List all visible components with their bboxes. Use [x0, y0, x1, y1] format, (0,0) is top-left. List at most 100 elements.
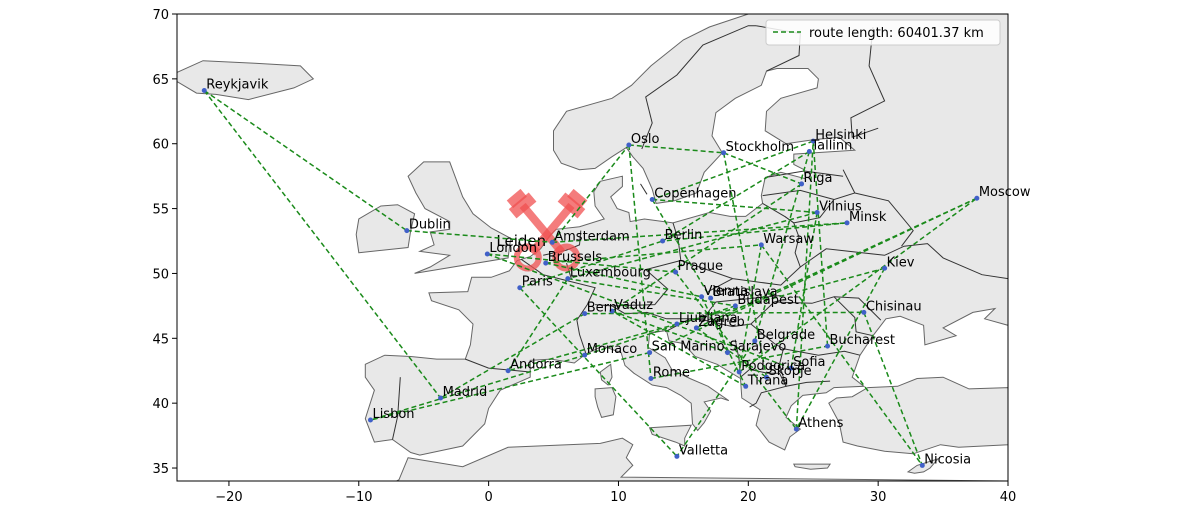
city-point [565, 276, 571, 282]
city-point [626, 142, 632, 148]
city-point [517, 285, 523, 291]
city-point [814, 209, 820, 215]
city-label: Sofia [793, 355, 825, 370]
legend-label: route length: 60401.37 km [809, 26, 984, 41]
city-label: Moscow [979, 185, 1031, 200]
country-border [595, 295, 781, 320]
logo-text: Leiden [496, 232, 546, 250]
city-label: Tirana [747, 373, 789, 388]
country-border [774, 296, 874, 337]
city-label: Kiev [887, 255, 915, 270]
city-label: Vilnius [819, 199, 862, 214]
city-label: Vaduz [614, 298, 653, 313]
land-ireland [355, 204, 416, 254]
city-point [806, 149, 812, 155]
y-tick-label: 55 [152, 203, 169, 218]
country-border [854, 192, 914, 247]
land-iceland [177, 60, 315, 101]
x-tick-label: −20 [215, 490, 242, 505]
land-crete [792, 463, 832, 470]
country-border [762, 189, 835, 200]
city-label: Bern [587, 301, 617, 316]
legend-box [765, 19, 1001, 46]
city-point [844, 220, 850, 226]
y-tick-label: 70 [152, 8, 169, 23]
x-tick-label: 20 [740, 490, 757, 505]
x-tick-label: 30 [870, 490, 887, 505]
y-tick-label: 65 [152, 73, 169, 88]
city-label: Riga [804, 171, 833, 186]
city-label: Sarajevo [730, 340, 787, 355]
country-border [800, 243, 1008, 280]
route-segment [611, 310, 747, 387]
city-point [752, 338, 758, 344]
route-segment [507, 323, 678, 372]
route-segment [723, 152, 802, 185]
y-tick-label: 35 [152, 462, 169, 477]
city-markers [201, 88, 980, 468]
route-segment [628, 144, 652, 379]
y-tick-label: 50 [152, 267, 169, 282]
country-border [707, 278, 733, 293]
city-label: Belgrade [757, 328, 815, 343]
city-label: London [489, 241, 537, 256]
route-segment [790, 212, 818, 369]
city-point [974, 195, 980, 201]
city-point [674, 321, 680, 327]
city-label: Skopje [768, 364, 811, 379]
country-border [793, 169, 856, 224]
route-segment [567, 277, 736, 307]
route-segment [863, 312, 924, 466]
x-tick-label: 10 [610, 490, 627, 505]
route-segment [676, 340, 756, 457]
country-border [680, 215, 801, 286]
route-segment [611, 310, 728, 354]
country-border [465, 358, 531, 373]
city-label: Madrid [443, 385, 488, 400]
city-label: Podgorica [741, 359, 805, 374]
city-label: Brussels [548, 250, 603, 265]
city-label: Tallinn [810, 139, 852, 154]
city-point [919, 462, 925, 468]
route-segment [203, 89, 408, 232]
city-label: Dublin [409, 218, 451, 233]
city-label: Copenhagen [654, 187, 736, 202]
city-label: Athens [798, 416, 843, 431]
route-segment [519, 240, 663, 289]
city-label: Vienna [704, 284, 749, 299]
route-segment [709, 297, 729, 353]
city-point [799, 181, 805, 187]
city-label: Reykjavik [206, 78, 269, 93]
city-point [505, 368, 511, 374]
route-segment [519, 287, 678, 457]
x-tick-label: 40 [1000, 490, 1017, 505]
city-label: Luxembourg [570, 266, 651, 281]
city-label: Amsterdam [554, 229, 629, 244]
country-border [640, 183, 648, 195]
city-point [699, 294, 705, 300]
city-point [825, 343, 831, 349]
city-label: Chisinau [866, 299, 922, 314]
route-segment [652, 198, 818, 214]
city-point [660, 238, 666, 244]
city-label: Bucharest [830, 333, 895, 348]
city-point [721, 150, 727, 156]
route-segment [662, 222, 848, 242]
city-point [882, 265, 888, 271]
legend: route length: 60401.37 km [765, 19, 1001, 46]
plot-frame [176, 13, 1009, 482]
city-point [725, 350, 731, 356]
city-point [484, 251, 490, 257]
city-point [788, 365, 794, 371]
route-segment [370, 354, 585, 421]
country-border [833, 296, 882, 321]
city-label: Ljubljana [679, 311, 738, 326]
country-border [850, 26, 886, 138]
route-segment [507, 278, 569, 372]
route-segment [795, 141, 814, 430]
country-border [783, 348, 861, 356]
city-point [582, 311, 588, 317]
route-segment [545, 262, 702, 298]
